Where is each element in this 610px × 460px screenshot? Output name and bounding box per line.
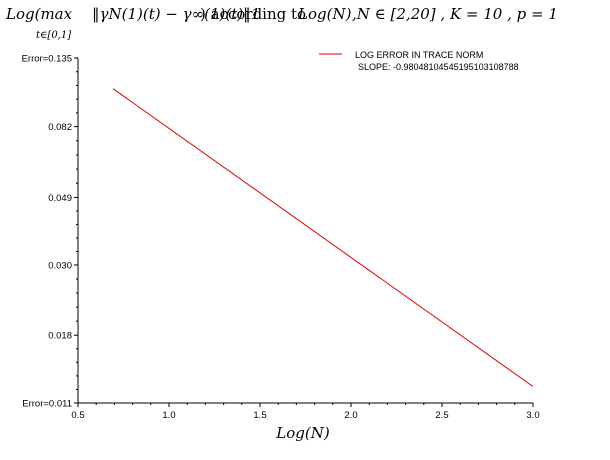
title-logn: Log(N) <box>297 5 352 23</box>
x-tick-label: 1.5 <box>253 410 266 421</box>
legend-label: LOG ERROR IN TRACE NORM <box>355 50 483 60</box>
x-tick-label: 2.0 <box>344 410 357 421</box>
title-log-max: Log(max <box>5 5 73 23</box>
y-tick-label: 0.082 <box>48 122 72 133</box>
legend: LOG ERROR IN TRACE NORM SLOPE: -0.980481… <box>319 50 519 72</box>
x-tick-label: 0.5 <box>71 410 84 421</box>
chart-title: Log(max t∈[0,1] ‖γN(1)(t) − γ∞(1)(t)‖1 )… <box>5 5 558 41</box>
legend-slope: SLOPE: -0.98048104545195103108788 <box>358 62 519 72</box>
y-tick-label: 0.049 <box>48 193 72 204</box>
x-axis-ticks: 0.5 1.0 1.5 2.0 2.5 3.0 <box>71 403 540 421</box>
series-layer <box>112 88 534 387</box>
title-conditions: ,N ∈ [2,20] , K = 10 , p = 1 <box>352 5 558 23</box>
title-norm-expression: ‖γN(1)(t) − γ∞(1)(t)‖1 <box>92 5 260 23</box>
x-tick-label: 2.5 <box>435 410 448 421</box>
y-axis-ticks: Error=0.011 0.018 0.030 0.049 0.082 Error=0.1… <box>22 54 78 410</box>
title-according: ) according to <box>200 5 306 23</box>
x-tick-label: 1.0 <box>162 410 175 421</box>
y-tick-label: 0.018 <box>48 331 72 342</box>
y-tick-label: 0.030 <box>48 260 72 271</box>
y-tick-label: Error=0.011 <box>22 399 72 410</box>
x-tick-label: 3.0 <box>526 410 539 421</box>
y-tick-label: Error=0.135 <box>22 54 72 65</box>
series-line <box>112 88 534 387</box>
x-axis-label: Log(N) <box>275 424 330 442</box>
title-subscript: t∈[0,1] <box>36 30 71 41</box>
